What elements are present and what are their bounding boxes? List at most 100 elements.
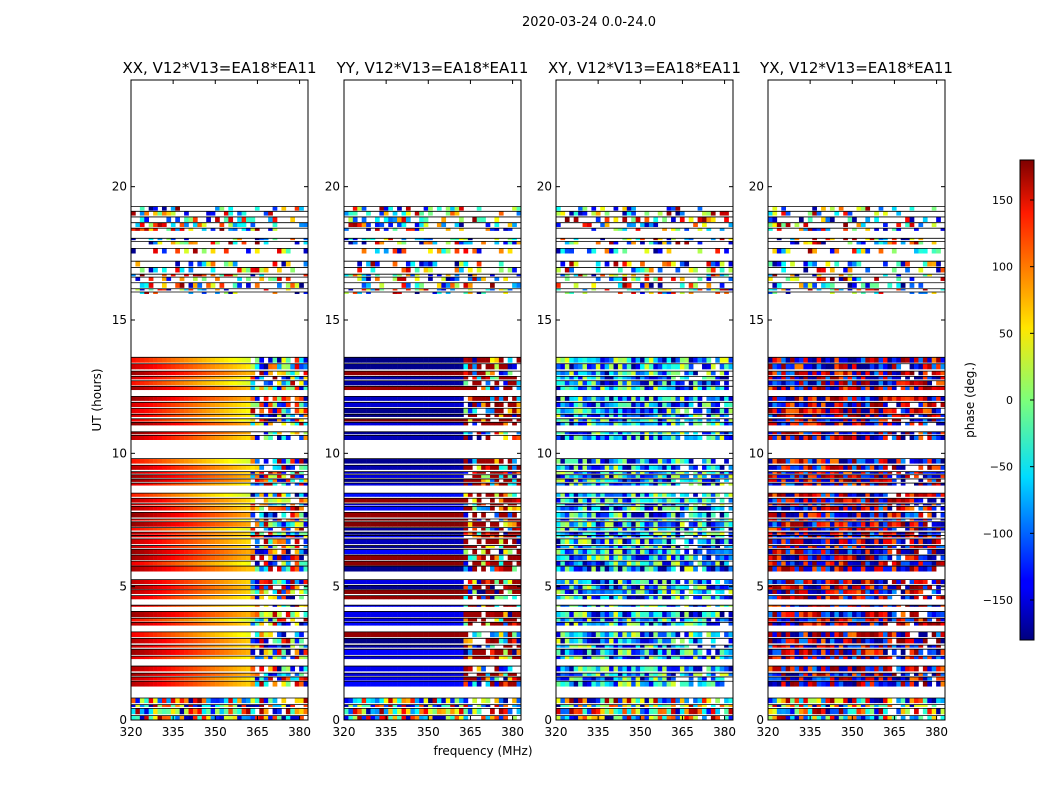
heatmap-cell — [272, 493, 278, 497]
heatmap-cell — [423, 715, 429, 720]
heatmap-cell — [161, 649, 167, 655]
heatmap-cell — [210, 274, 216, 277]
heatmap-cell — [366, 371, 371, 376]
heatmap-cell — [197, 408, 203, 414]
heatmap-cell — [490, 631, 495, 638]
heatmap-cell — [516, 549, 521, 555]
heatmap-cell — [503, 471, 509, 474]
heatmap-cell — [374, 649, 380, 655]
heatmap-cell — [490, 527, 495, 531]
heatmap-cell — [441, 506, 447, 511]
heatmap-cell — [153, 676, 158, 681]
heatmap-cell — [348, 414, 354, 417]
heatmap-cell — [197, 386, 203, 391]
heatmap-cell — [201, 666, 207, 672]
heatmap-cell — [263, 673, 269, 676]
heatmap-cell — [228, 241, 234, 245]
heatmap-cell — [161, 595, 167, 600]
heatmap-cell — [215, 715, 220, 720]
heatmap-cell — [405, 431, 411, 435]
heatmap-cell — [294, 512, 300, 518]
heatmap-cell — [432, 483, 438, 486]
heatmap-cell — [161, 579, 167, 585]
heatmap-cell — [472, 698, 478, 704]
heatmap-cell — [294, 561, 300, 566]
heatmap-cell — [459, 261, 464, 267]
heatmap-cell — [392, 545, 398, 548]
heatmap-cell — [352, 715, 358, 720]
heatmap-cell — [272, 478, 278, 482]
heatmap-cell — [459, 535, 464, 538]
heatmap-cell — [197, 638, 203, 644]
heatmap-cell — [175, 579, 180, 585]
heatmap-cell — [401, 645, 407, 648]
heatmap-cell — [223, 538, 229, 545]
heatmap-cell — [175, 618, 180, 622]
heatmap-cell — [241, 527, 247, 531]
heatmap-cell — [299, 363, 304, 370]
heatmap-cell — [237, 471, 242, 474]
heatmap-cell — [357, 518, 362, 521]
heatmap-cell — [272, 483, 278, 486]
heatmap-cell — [370, 357, 376, 363]
heatmap-cell — [184, 357, 189, 363]
heatmap-cell — [485, 422, 491, 426]
heatmap-cell — [445, 673, 451, 676]
heatmap-cell — [361, 566, 367, 572]
heatmap-cell — [445, 277, 451, 281]
heatmap-cell — [241, 585, 247, 590]
heatmap-cell — [188, 561, 194, 566]
heatmap-cell — [401, 605, 407, 607]
heatmap-cell — [379, 521, 385, 527]
heatmap-cell — [348, 357, 354, 363]
heatmap-cell — [215, 535, 220, 538]
heatmap-cell — [374, 676, 380, 681]
heatmap-cell — [184, 435, 189, 440]
heatmap-cell — [419, 222, 424, 228]
heatmap-cell — [401, 414, 407, 417]
heatmap-cell — [179, 396, 185, 401]
heatmap-cell — [432, 704, 438, 707]
heatmap-cell — [432, 611, 438, 618]
heatmap-cell — [392, 483, 398, 486]
heatmap-cell — [419, 566, 424, 572]
heatmap-cell — [397, 649, 402, 655]
heatmap-cell — [131, 422, 136, 426]
heatmap-cell — [131, 396, 136, 401]
heatmap-cell — [436, 611, 442, 618]
heatmap-cell — [263, 638, 269, 644]
heatmap-cell — [139, 292, 145, 294]
heatmap-cell — [512, 589, 517, 594]
heatmap-cell — [498, 666, 504, 672]
heatmap-cell — [197, 483, 203, 486]
heatmap-cell — [161, 483, 167, 486]
heatmap-cell — [481, 465, 486, 470]
heatmap-cell — [259, 666, 265, 672]
heatmap-cell — [498, 704, 504, 707]
heatmap-cell — [352, 512, 358, 518]
heatmap-cell — [379, 422, 385, 426]
heatmap-cell — [392, 708, 398, 715]
heatmap-cell — [379, 561, 385, 566]
heatmap-cell — [206, 474, 211, 478]
heatmap-cell — [423, 418, 429, 422]
heatmap-cell — [285, 589, 291, 594]
heatmap-cell — [250, 408, 256, 414]
heatmap-cell — [206, 698, 211, 704]
heatmap-cell — [512, 555, 517, 561]
heatmap-cell — [388, 535, 393, 538]
heatmap-cell — [232, 371, 238, 376]
heatmap-cell — [228, 211, 234, 216]
heatmap-cell — [414, 535, 420, 538]
heatmap-cell — [250, 549, 256, 555]
heatmap-cell — [290, 704, 296, 707]
heatmap-cell — [450, 458, 455, 464]
heatmap-cell — [144, 408, 149, 414]
heatmap-cell — [467, 241, 473, 245]
heatmap-cell — [263, 561, 269, 566]
heatmap-cell — [277, 631, 282, 638]
heatmap-cell — [210, 503, 216, 506]
heatmap-cell — [246, 422, 251, 426]
heatmap-cell — [197, 666, 203, 672]
heatmap-cell — [423, 241, 429, 245]
